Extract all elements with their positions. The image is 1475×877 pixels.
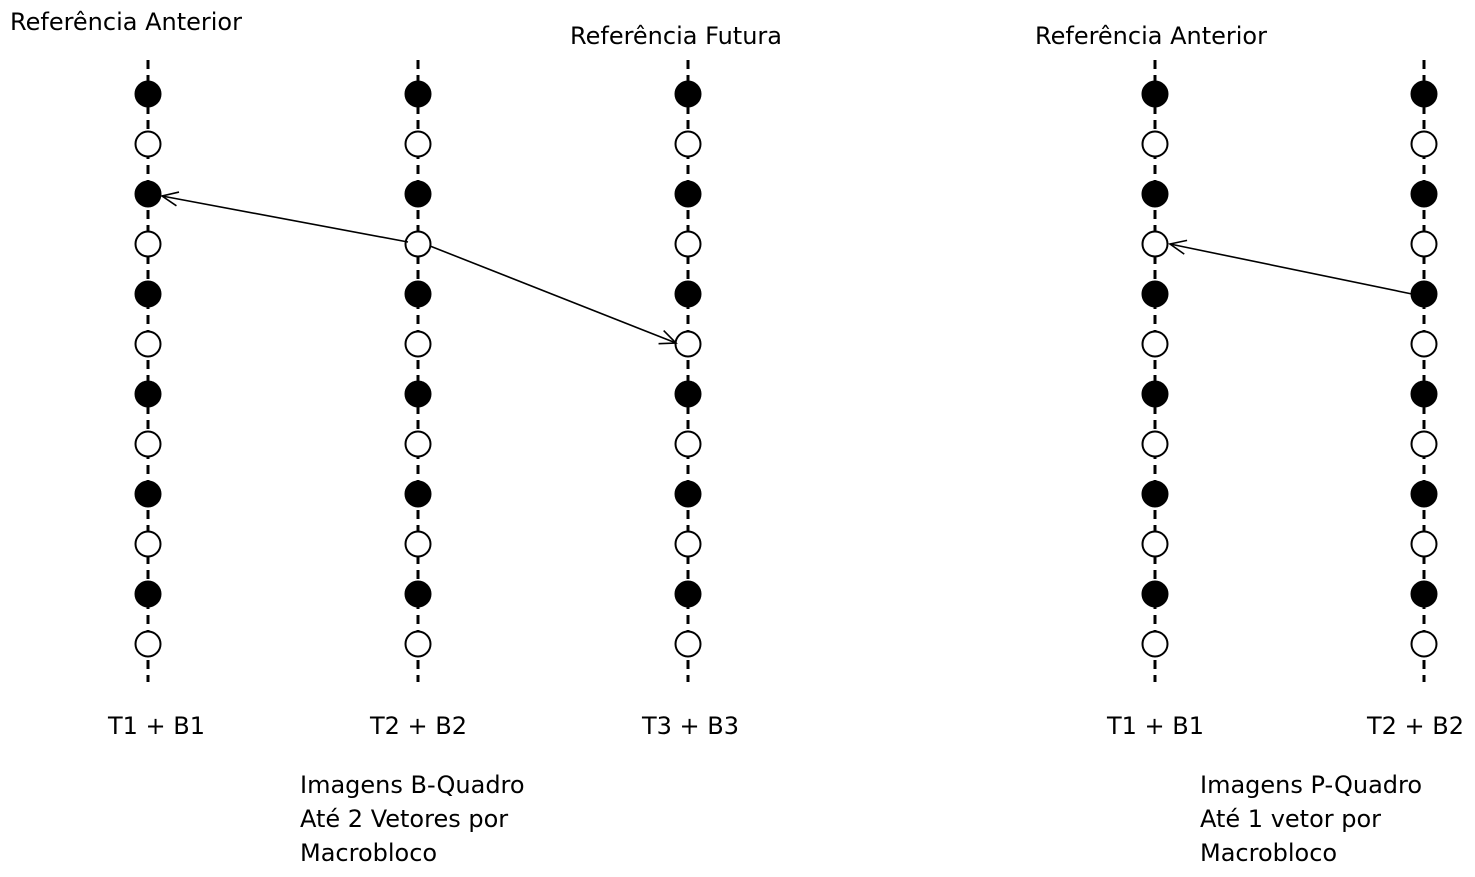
b-col-2-pixel-filled bbox=[406, 82, 431, 107]
p-col-2-pixel-column bbox=[1412, 60, 1437, 682]
p-col-1-pixel-filled bbox=[1143, 382, 1168, 407]
b-col-3-pixel-open bbox=[676, 432, 701, 457]
p-col-1-pixel-open bbox=[1143, 532, 1168, 557]
p-frame-col1-label: T1 + B1 bbox=[1107, 714, 1204, 738]
p-frame-caption-line-1: Imagens P-Quadro bbox=[1200, 768, 1422, 802]
b-frame-col1-label: T1 + B1 bbox=[108, 714, 205, 738]
b-col-3-pixel-column bbox=[676, 60, 701, 682]
b-frame-caption-line-1: Imagens B-Quadro bbox=[300, 768, 525, 802]
b-frame-ref-prev-label: Referência Anterior bbox=[10, 10, 242, 34]
b-col-2-pixel-open bbox=[406, 132, 431, 157]
p-col-2-pixel-open bbox=[1412, 632, 1437, 657]
b-col-1-pixel-open bbox=[136, 432, 161, 457]
b-col-3-pixel-open bbox=[676, 632, 701, 657]
b-col-3-pixel-filled bbox=[676, 382, 701, 407]
b-frame-caption-line-3: Macrobloco bbox=[300, 836, 525, 870]
p-col-2-pixel-open bbox=[1412, 532, 1437, 557]
p-col-1-pixel-open bbox=[1143, 132, 1168, 157]
b-frame-caption-line-2: Até 2 Vetores por bbox=[300, 802, 525, 836]
p-frame-caption-line-2: Até 1 vetor por bbox=[1200, 802, 1422, 836]
p-col-1-pixel-filled bbox=[1143, 482, 1168, 507]
b-col-1-pixel-filled bbox=[136, 482, 161, 507]
b-col-3-pixel-filled bbox=[676, 482, 701, 507]
p-col-2-pixel-filled bbox=[1412, 382, 1437, 407]
b-col-3-pixel-filled bbox=[676, 282, 701, 307]
b-col-1-pixel-filled bbox=[136, 82, 161, 107]
p-col-2-pixel-filled bbox=[1412, 482, 1437, 507]
b-col-1-pixel-filled bbox=[136, 182, 161, 207]
p-col-2-pixel-open bbox=[1412, 332, 1437, 357]
p-frame-caption-line-3: Macrobloco bbox=[1200, 836, 1422, 870]
p-frame-ref-prev-label: Referência Anterior bbox=[1035, 24, 1267, 48]
p-frame-vector bbox=[1170, 244, 1412, 294]
p-col-1-pixel-filled bbox=[1143, 582, 1168, 607]
p-frame-col2-label: T2 + B2 bbox=[1367, 714, 1464, 738]
b-col-2-pixel-filled bbox=[406, 282, 431, 307]
p-col-2-pixel-filled bbox=[1412, 582, 1437, 607]
b-col-2-pixel-open bbox=[406, 232, 431, 257]
p-col-1-pixel-filled bbox=[1143, 182, 1168, 207]
b-frame-col2-label: T2 + B2 bbox=[370, 714, 467, 738]
b-col-3-pixel-open bbox=[676, 532, 701, 557]
b-col-2-pixel-open bbox=[406, 532, 431, 557]
p-col-1-pixel-open bbox=[1143, 332, 1168, 357]
b-col-2-pixel-filled bbox=[406, 182, 431, 207]
b-col-2-pixel-filled bbox=[406, 482, 431, 507]
b-col-1-pixel-open bbox=[136, 532, 161, 557]
p-col-2-pixel-open bbox=[1412, 232, 1437, 257]
b-col-2-pixel-filled bbox=[406, 382, 431, 407]
b-frame-caption: Imagens B-Quadro Até 2 Vetores por Macro… bbox=[300, 768, 525, 870]
b-col-3-pixel-open bbox=[676, 332, 701, 357]
p-col-1-pixel-filled bbox=[1143, 82, 1168, 107]
b-col-3-pixel-filled bbox=[676, 182, 701, 207]
p-col-2-pixel-filled bbox=[1412, 82, 1437, 107]
b-col-3-pixel-filled bbox=[676, 82, 701, 107]
b-col-1-pixel-filled bbox=[136, 382, 161, 407]
p-frame-caption: Imagens P-Quadro Até 1 vetor por Macrobl… bbox=[1200, 768, 1422, 870]
b-frame-forward-vector bbox=[430, 246, 676, 343]
b-col-1-pixel-open bbox=[136, 632, 161, 657]
p-col-1-pixel-open bbox=[1143, 432, 1168, 457]
b-col-3-pixel-open bbox=[676, 232, 701, 257]
p-col-2-pixel-open bbox=[1412, 132, 1437, 157]
b-col-1-pixel-open bbox=[136, 332, 161, 357]
p-col-2-pixel-filled bbox=[1412, 282, 1437, 307]
p-col-2-pixel-open bbox=[1412, 432, 1437, 457]
b-col-2-pixel-open bbox=[406, 332, 431, 357]
p-col-1-pixel-filled bbox=[1143, 282, 1168, 307]
b-col-2-pixel-filled bbox=[406, 582, 431, 607]
b-col-1-pixel-open bbox=[136, 132, 161, 157]
p-col-2-pixel-filled bbox=[1412, 182, 1437, 207]
b-col-1-pixel-column bbox=[136, 60, 161, 682]
b-col-3-pixel-filled bbox=[676, 582, 701, 607]
b-col-1-pixel-open bbox=[136, 232, 161, 257]
b-col-2-pixel-open bbox=[406, 432, 431, 457]
b-col-2-pixel-open bbox=[406, 632, 431, 657]
b-col-3-pixel-open bbox=[676, 132, 701, 157]
b-frame-col3-label: T3 + B3 bbox=[642, 714, 739, 738]
b-col-1-pixel-filled bbox=[136, 282, 161, 307]
p-col-1-pixel-open bbox=[1143, 232, 1168, 257]
b-col-2-pixel-column bbox=[406, 60, 431, 682]
p-col-1-pixel-column bbox=[1143, 60, 1168, 682]
b-col-1-pixel-filled bbox=[136, 582, 161, 607]
b-frame-backward-vector bbox=[162, 196, 408, 242]
b-frame-ref-next-label: Referência Futura bbox=[570, 24, 782, 48]
p-col-1-pixel-open bbox=[1143, 632, 1168, 657]
